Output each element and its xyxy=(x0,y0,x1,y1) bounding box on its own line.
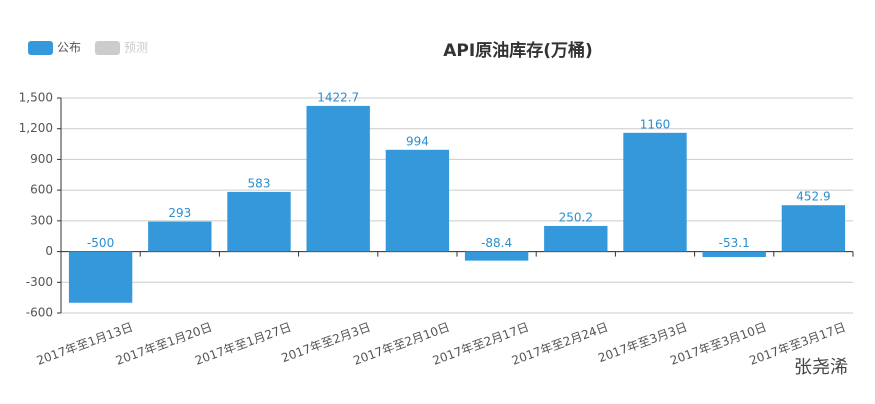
legend-label: 公布 xyxy=(57,41,81,55)
value-label: 250.2 xyxy=(559,210,593,224)
legend-swatch xyxy=(28,41,53,55)
value-label: 1160 xyxy=(640,117,671,131)
value-label: 994 xyxy=(406,134,429,148)
y-tick-label: 0 xyxy=(45,244,53,258)
legend-label: 预测 xyxy=(124,41,148,55)
bar xyxy=(148,221,212,252)
bar xyxy=(464,251,529,261)
bar xyxy=(702,251,766,258)
bar xyxy=(68,251,133,303)
y-tick-label: 1,500 xyxy=(19,91,53,105)
y-tick-label: 1,200 xyxy=(19,121,53,135)
bar xyxy=(544,225,608,252)
y-tick-label: -600 xyxy=(26,306,53,320)
chart-title: API原油库存(万桶) xyxy=(443,40,592,61)
value-label: 1422.7 xyxy=(317,90,359,104)
value-label: -500 xyxy=(87,236,114,250)
bar xyxy=(385,149,450,252)
y-tick-label: 900 xyxy=(30,152,53,166)
value-label: -53.1 xyxy=(719,236,750,250)
value-label: 583 xyxy=(248,176,271,190)
y-tick-label: 600 xyxy=(30,183,53,197)
bar xyxy=(227,191,291,252)
bar xyxy=(623,132,687,252)
watermark: 张尧浠 xyxy=(794,357,848,378)
value-label: 293 xyxy=(168,206,191,220)
legend-swatch xyxy=(95,41,121,55)
value-label: -88.4 xyxy=(481,236,512,250)
y-tick-label: -300 xyxy=(26,275,53,289)
value-label: 452.9 xyxy=(796,190,830,204)
bar xyxy=(306,105,370,252)
bar xyxy=(781,205,846,252)
y-tick-label: 300 xyxy=(30,213,53,227)
